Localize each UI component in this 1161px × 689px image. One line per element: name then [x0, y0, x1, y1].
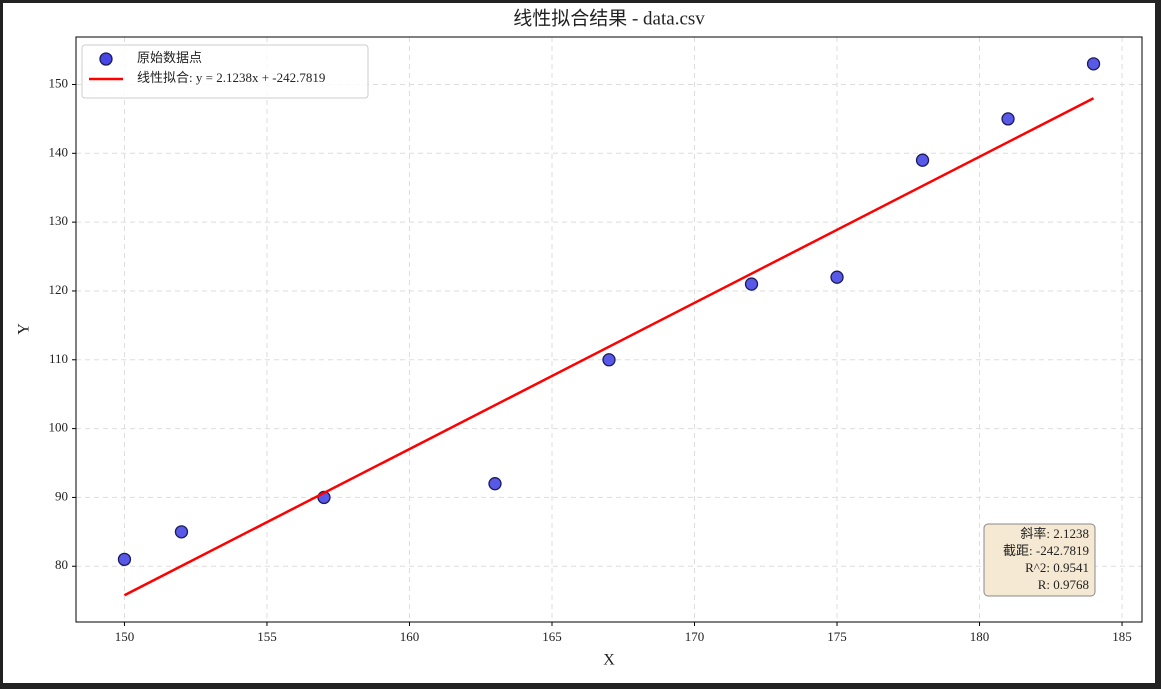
legend-marker: [99, 52, 113, 66]
x-tick-label: 180: [970, 629, 990, 644]
annotation: 截距: -242.7819: [1003, 543, 1089, 558]
data-point: [1001, 112, 1015, 126]
data-point: [830, 270, 844, 284]
annotation: R^2: 0.9541: [1025, 560, 1089, 575]
annotation: R: 0.9768: [1038, 577, 1089, 592]
y-tick-label: 90: [55, 488, 68, 503]
data-point: [1086, 57, 1101, 71]
y-tick-label: 150: [49, 75, 69, 90]
x-tick-label: 160: [400, 629, 420, 644]
y-axis-label: Y: [16, 323, 33, 335]
chart-title: 线性拟合结果 - data.csv: [513, 7, 705, 29]
plot-frame: [75, 36, 1143, 623]
y-tick-label: 120: [49, 282, 69, 297]
x-tick-label: 155: [257, 629, 277, 644]
y-tick-label: 100: [49, 420, 69, 435]
fit-line: [123, 97, 1095, 597]
data-point: [915, 153, 930, 167]
annotation-box: [983, 523, 1096, 597]
x-tick-label: 175: [827, 629, 847, 644]
x-tick-label: 165: [542, 629, 562, 644]
annotation: 斜率: 2.1238: [1020, 526, 1089, 541]
y-tick-label: 110: [49, 351, 68, 366]
x-tick-label: 170: [685, 629, 705, 644]
x-tick-label: 150: [115, 629, 135, 644]
data-point: [174, 525, 189, 539]
data-point: [602, 353, 616, 367]
x-tick-label: 185: [1112, 629, 1132, 644]
legend-label: 线性拟合: y = 2.1238x + -242.7819: [137, 70, 325, 85]
data-point: [488, 477, 502, 491]
y-tick-label: 140: [49, 144, 69, 159]
data-point: [744, 277, 759, 291]
data-point: [117, 552, 132, 567]
legend-label: 原始数据点: [137, 50, 202, 65]
y-tick-label: 130: [49, 213, 69, 228]
legend-box: [81, 44, 369, 99]
figure: [3, 3, 1155, 683]
x-axis-label: X: [603, 652, 615, 669]
y-tick-label: 80: [55, 557, 68, 572]
